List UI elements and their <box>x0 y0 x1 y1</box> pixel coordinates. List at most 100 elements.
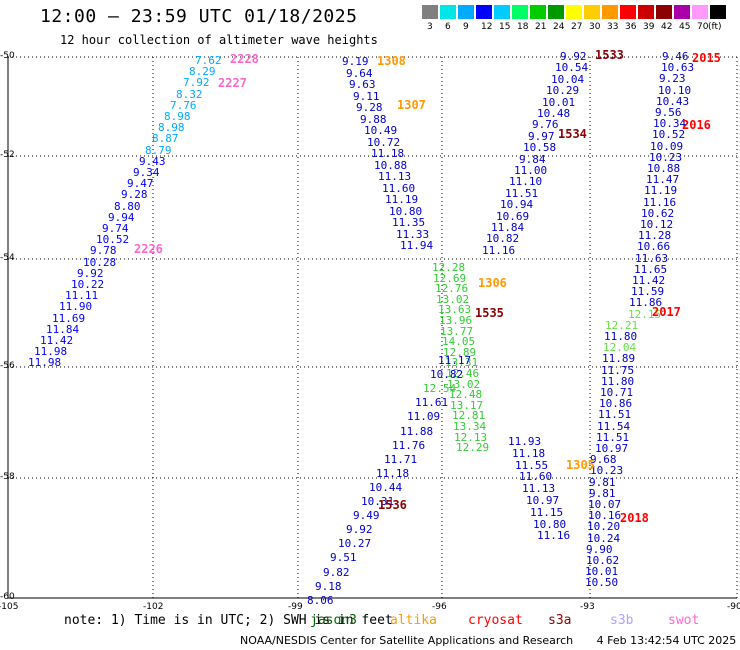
wave-height-value: 9.92 <box>346 523 373 536</box>
wave-height-value: 10.01 <box>585 565 619 578</box>
wave-height-value: 11.84 <box>491 221 525 234</box>
colorbar-label: 15 <box>499 22 511 32</box>
wave-height-value: 11.51 <box>505 187 539 200</box>
wave-height-value: 9.64 <box>346 67 373 80</box>
wave-height-value: 12.46 <box>446 367 480 380</box>
wave-height-value: 11.11 <box>65 289 99 302</box>
colorbar-swatch <box>530 5 546 19</box>
wave-height-value: 11.98 <box>28 356 62 369</box>
pass-number-label: 2227 <box>218 76 247 90</box>
pass-number-label: 2226 <box>134 242 163 256</box>
lon-tick-label: -105 <box>0 602 19 612</box>
colorbar-label: 42 <box>661 22 673 32</box>
wave-height-value: 12.28 <box>432 261 466 274</box>
wave-height-value: 9.94 <box>108 211 135 224</box>
wave-height-value: 11.10 <box>509 175 543 188</box>
wave-height-value: 8.98 <box>164 110 191 123</box>
colorbar-swatch <box>602 5 618 19</box>
wave-height-value: 9.92 <box>77 267 104 280</box>
wave-height-value: 11.13 <box>378 170 412 183</box>
colorbar-label: 30 <box>589 22 601 32</box>
wave-height-value: 7.62 <box>195 54 222 67</box>
wave-height-value: 10.43 <box>656 95 690 108</box>
wave-height-value: 11.71 <box>384 453 418 466</box>
wave-height-value: 10.94 <box>500 198 534 211</box>
wave-height-value: 9.43 <box>139 155 166 168</box>
wave-height-value: 11.42 <box>632 274 666 287</box>
wave-height-value: 10.23 <box>590 464 624 477</box>
wave-height-value: 10.97 <box>595 442 629 455</box>
pass-number-label: 2016 <box>682 118 711 132</box>
wave-height-value: 9.68 <box>590 453 617 466</box>
wave-height-value: 10.23 <box>649 151 683 164</box>
colorbar-label: 3 <box>427 22 433 32</box>
wave-height-value: 7.92 <box>183 76 210 89</box>
pass-number-label: 1308 <box>377 54 406 68</box>
wave-height-value: 11.09 <box>407 410 441 423</box>
colorbar-swatch <box>638 5 654 19</box>
wave-height-value: 13.63 <box>438 303 472 316</box>
wave-height-value: 10.16 <box>588 509 622 522</box>
colorbar-label: 12 <box>481 22 493 32</box>
wave-height-value: 11.76 <box>392 439 426 452</box>
colorbar-swatch <box>692 5 708 19</box>
colorbar-label: 18 <box>517 22 529 32</box>
wave-height-value: 9.90 <box>586 543 613 556</box>
colorbar-swatch <box>440 5 456 19</box>
wave-height-value: 11.89 <box>602 352 636 365</box>
satellite-legend-swot: swot <box>668 613 700 628</box>
lon-tick-label: -99 <box>288 602 303 612</box>
credit-text: NOAA/NESDIS Center for Satellite Applica… <box>240 634 574 647</box>
map-grid <box>7 56 738 599</box>
colorbar-swatch <box>584 5 600 19</box>
wave-height-value: 12.04 <box>603 341 637 354</box>
colorbar-swatch <box>476 5 492 19</box>
wave-height-value: 13.34 <box>453 420 487 433</box>
wave-height-value: 13.02 <box>436 293 470 306</box>
wave-height-value: 10.04 <box>551 73 585 86</box>
wave-height-value: 10.63 <box>661 61 695 74</box>
wave-height-value: 11.93 <box>508 435 542 448</box>
wave-height-value: 10.66 <box>637 240 671 253</box>
wave-height-value: 12.81 <box>452 409 486 422</box>
wave-height-value: 10.88 <box>374 159 408 172</box>
colorbar-label: 24 <box>553 22 565 32</box>
wave-height-value: 10.20 <box>587 520 621 533</box>
wave-height-value: 11.98 <box>34 345 68 358</box>
wave-height-value: 9.34 <box>133 166 160 179</box>
wave-height-value: 9.63 <box>349 78 376 91</box>
wave-height-value: 11.16 <box>482 244 516 257</box>
wave-height-value: 9.18 <box>315 580 342 593</box>
wave-height-value: 10.07 <box>588 498 622 511</box>
wave-height-value: 13.02 <box>447 378 481 391</box>
satellite-legend-altika: altika <box>390 613 437 628</box>
pass-number-label: 1534 <box>558 127 587 141</box>
wave-height-value: 12.69 <box>433 272 467 285</box>
wave-height-value: 11.88 <box>400 425 434 438</box>
wave-height-value: 8.06 <box>307 594 334 607</box>
wave-height-value: 10.82 <box>430 368 464 381</box>
wave-height-value: 10.52 <box>652 128 686 141</box>
lon-tick-label: -96 <box>432 602 447 612</box>
wave-height-value: 11.42 <box>40 334 74 347</box>
wave-height-value: 9.23 <box>659 72 686 85</box>
wave-height-value: 10.24 <box>587 532 621 545</box>
wave-height-value: 10.86 <box>599 397 633 410</box>
wave-height-value: 10.62 <box>641 207 675 220</box>
wave-height-value: 11.47 <box>646 173 680 186</box>
pass-number-label: 1306 <box>478 276 507 290</box>
wave-height-value: 11.18 <box>512 447 546 460</box>
wave-height-value: 11.17 <box>438 354 472 367</box>
wave-height-value: 9.76 <box>532 118 559 131</box>
page-title: 12:00 – 23:59 UTC 01/18/2025 <box>40 6 358 27</box>
lat-tick-label: -52 <box>0 150 15 160</box>
colorbar-label: 21 <box>535 22 547 32</box>
wave-height-value: 11.28 <box>638 229 672 242</box>
wave-height-value: 11.65 <box>634 263 668 276</box>
colorbar-label: (ft) <box>708 22 722 32</box>
wave-height-value: 10.69 <box>496 210 530 223</box>
colorbar-label: 27 <box>571 22 583 32</box>
wave-height-value: 11.90 <box>59 300 93 313</box>
wave-height-value: 11.94 <box>400 239 434 252</box>
colorbar-label: 9 <box>463 22 469 32</box>
